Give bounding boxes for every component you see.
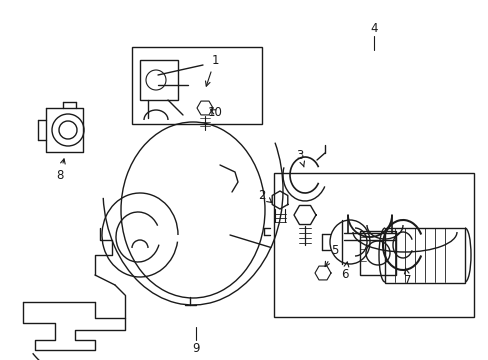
Text: 2: 2 — [258, 189, 271, 203]
Bar — [132, 47, 261, 124]
Bar — [384, 228, 464, 283]
Text: 3: 3 — [296, 149, 304, 167]
Text: 10: 10 — [207, 105, 222, 118]
Bar — [273, 173, 473, 317]
Text: 7: 7 — [404, 268, 411, 287]
Text: 9: 9 — [192, 342, 199, 355]
Text: 4: 4 — [369, 22, 377, 35]
Bar — [359, 231, 395, 275]
Bar — [140, 60, 178, 100]
Text: 5: 5 — [325, 243, 338, 266]
Text: 6: 6 — [341, 262, 348, 282]
Text: 1: 1 — [205, 54, 218, 86]
Text: 8: 8 — [56, 159, 65, 181]
